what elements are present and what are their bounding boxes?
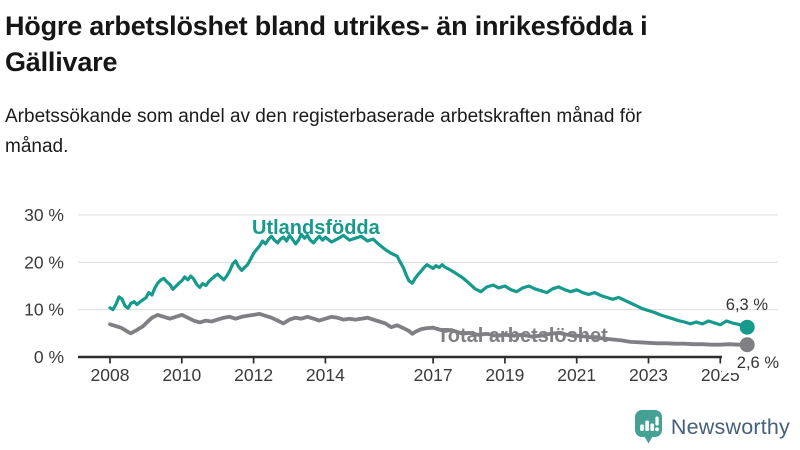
brand-name: Newsworthy	[670, 414, 790, 439]
x-tick-label: 2014	[306, 365, 345, 385]
series-line-total-arbetsloshet	[108, 311, 750, 347]
newsworthy-logo[interactable]: Newsworthy	[634, 409, 790, 445]
end-point-total-arbetsloshet	[739, 337, 755, 353]
series-label-total-arbetsloshet: Total arbetslöshet	[437, 325, 608, 347]
x-tick-label: 2012	[234, 365, 273, 385]
x-tick-label: 2017	[414, 365, 453, 385]
y-tick-label: 0 %	[34, 347, 64, 367]
y-tick-label: 30 %	[24, 205, 64, 225]
bar-chart-bubble-icon	[634, 410, 662, 444]
end-value-label-total-arbetsloshet: 2,6 %	[722, 354, 780, 373]
x-axis-labels: 2008 2010 2012 2014 2017 2019 2021 2023 2025	[91, 365, 740, 385]
end-point-utlandsfodda	[739, 319, 755, 335]
series-line-utlandsfodda	[108, 232, 749, 329]
x-tick-label: 2021	[557, 365, 596, 385]
series-label-utlandsfodda: Utlandsfödda	[252, 217, 380, 239]
x-tick-label: 2023	[629, 365, 668, 385]
y-tick-label: 10 %	[24, 300, 64, 320]
x-tick-label: 2019	[485, 365, 524, 385]
y-tick-label: 20 %	[24, 252, 64, 272]
x-axis	[78, 355, 778, 364]
x-tick-label: 2010	[162, 365, 201, 385]
y-axis-labels: 30 % 20 % 10 % 0 %	[24, 205, 64, 367]
x-tick-label: 2008	[91, 365, 130, 385]
gridlines	[78, 214, 778, 311]
end-value-label-utlandsfodda: 6,3 %	[725, 296, 768, 314]
page-title: Högre arbetslöshet bland utrikes- än inr…	[5, 11, 648, 77]
page-subtitle: Arbetssökande som andel av den registerb…	[5, 106, 642, 157]
